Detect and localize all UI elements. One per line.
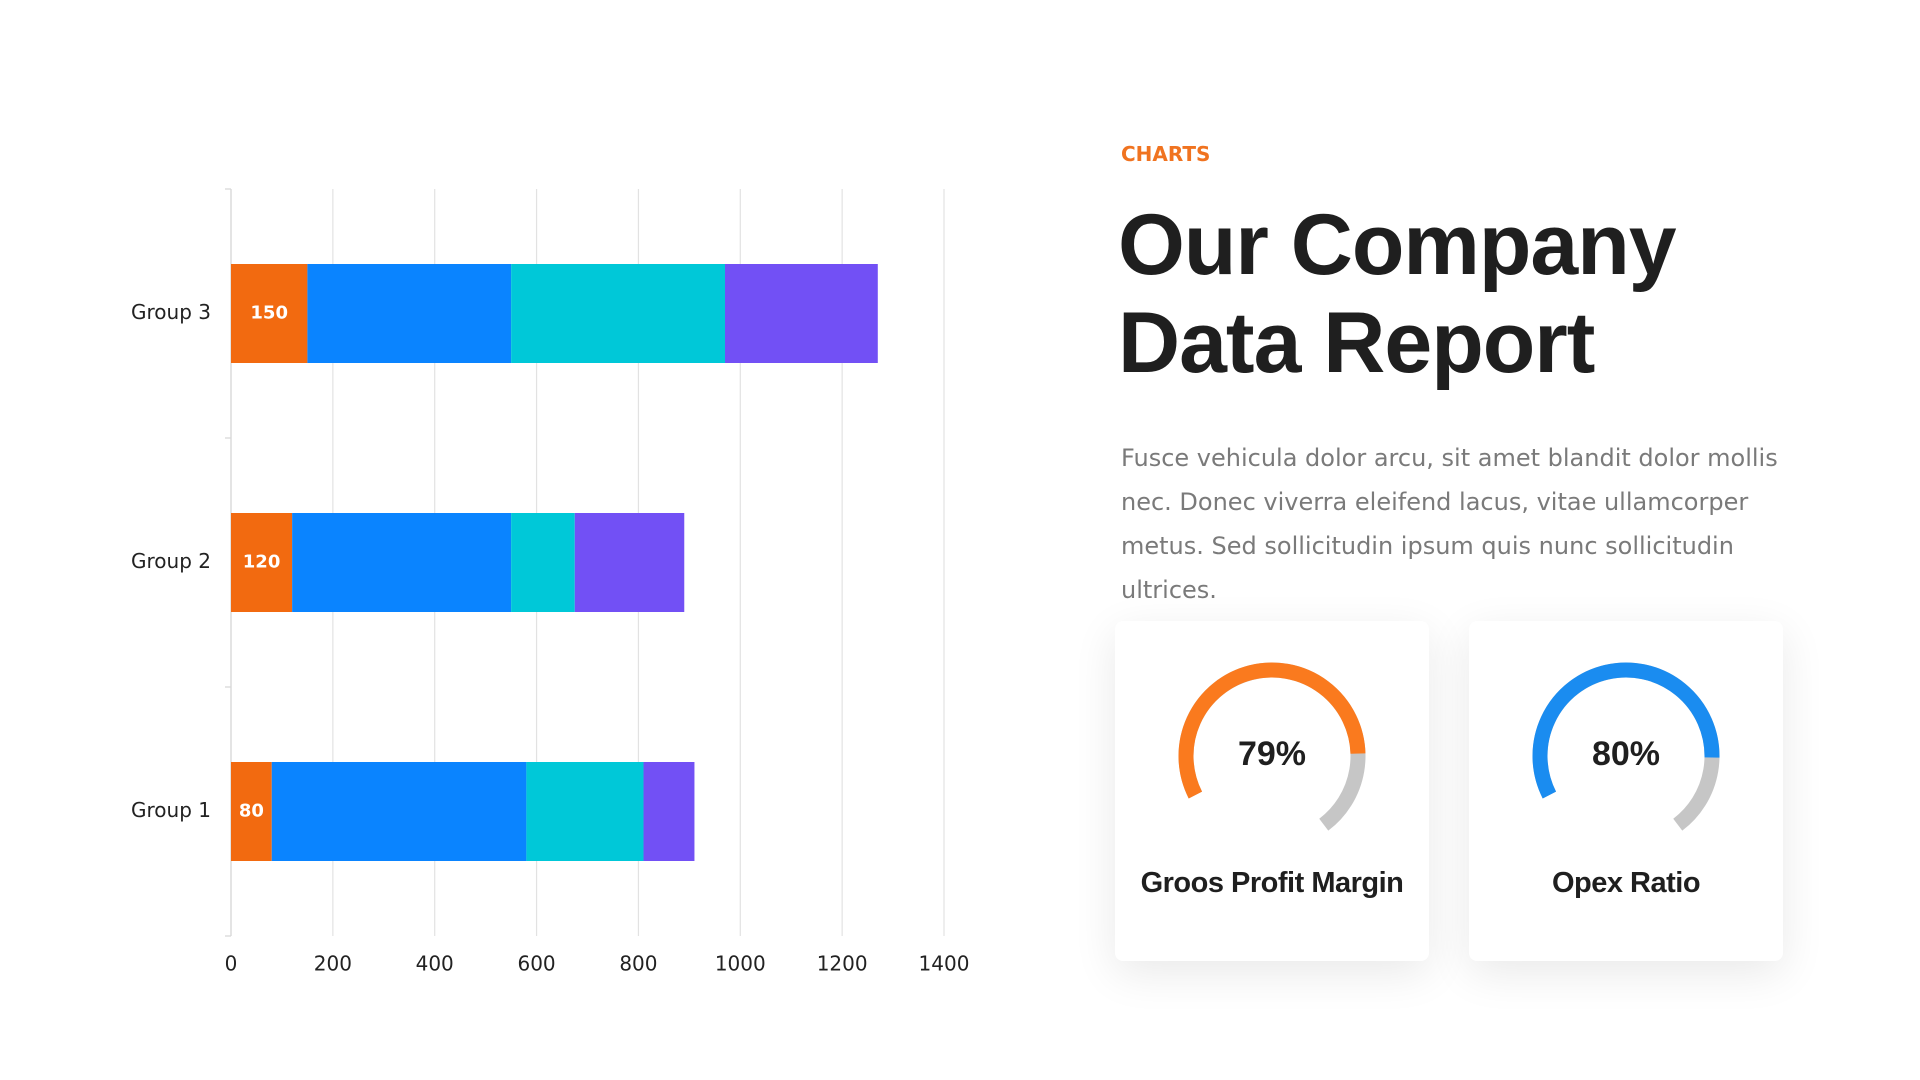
gauge-value-label: 79% xyxy=(1238,735,1306,773)
bar-chart: 0 200 400 600 800 1000 1200 1400 Group 1 80 Group … xyxy=(131,188,970,976)
bar-segment xyxy=(511,513,575,612)
y-tick-label: Group 3 xyxy=(131,300,211,324)
bar-segment xyxy=(725,264,878,363)
eyebrow: CHARTS xyxy=(1121,142,1211,166)
x-tick-label: 200 xyxy=(314,952,352,976)
x-tick-label: 400 xyxy=(416,952,454,976)
bar-segment xyxy=(307,264,512,363)
y-tick-label: Group 2 xyxy=(131,549,211,573)
x-tick-label: 1000 xyxy=(715,952,766,976)
y-tick-label: Group 1 xyxy=(131,798,211,822)
gauge-value xyxy=(1532,662,1720,799)
bar-segment xyxy=(511,264,726,363)
bar-segment xyxy=(271,762,527,861)
data-label: 150 xyxy=(250,303,288,324)
bar-segment xyxy=(292,513,512,612)
gauge-title: Groos Profit Margin xyxy=(1140,867,1404,899)
bar-segment xyxy=(231,762,272,861)
x-tick-label: 0 xyxy=(225,952,238,976)
gauge-card: 80% Opex Ratio xyxy=(1469,621,1783,961)
gauge-title: Opex Ratio xyxy=(1551,867,1701,899)
body-text: Fusce vehicula dolor arcu, sit amet blan… xyxy=(1121,444,1778,604)
data-label: 80 xyxy=(239,801,264,822)
bar-segment xyxy=(574,513,685,612)
x-tick-label: 1200 xyxy=(817,952,868,976)
gauge: 79% xyxy=(1178,662,1366,831)
data-label: 120 xyxy=(243,552,281,573)
gauge-card: 79% Groos Profit Margin xyxy=(1115,621,1429,961)
x-tick-label: 600 xyxy=(517,952,555,976)
gauge-value-label: 80% xyxy=(1592,735,1660,773)
bar-segment xyxy=(643,762,695,861)
bar-segment xyxy=(526,762,644,861)
gauge: 80% xyxy=(1532,662,1720,831)
x-tick-label: 1400 xyxy=(919,952,970,976)
bar-segment xyxy=(231,264,308,363)
x-tick-label: 800 xyxy=(619,952,657,976)
bar-segment xyxy=(231,513,293,612)
gauge-value xyxy=(1178,662,1366,799)
page-title: Our Company Data Report xyxy=(1118,197,1677,391)
